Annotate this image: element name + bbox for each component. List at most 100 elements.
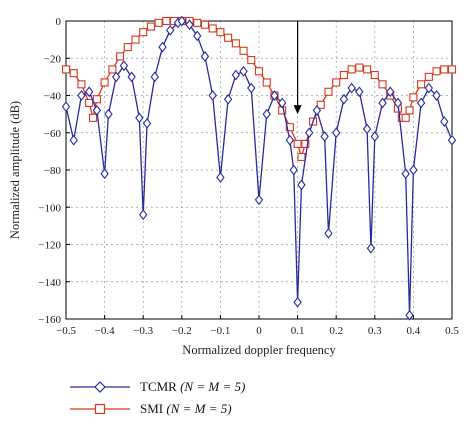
data-point-tcmr <box>424 82 434 94</box>
data-point-smi <box>424 72 433 81</box>
data-point-tcmr <box>370 131 379 142</box>
data-point-smi <box>247 56 256 65</box>
data-point-tcmr <box>405 309 414 321</box>
data-point-tcmr <box>366 242 376 254</box>
y-tick-label: 0 <box>56 16 62 28</box>
y-tick-label: −60 <box>44 128 62 140</box>
data-point-smi <box>69 69 78 78</box>
data-point-tcmr <box>158 41 167 53</box>
arrow-head <box>293 105 302 115</box>
legend-series-name-tcmr: TCMR <box>140 379 177 394</box>
data-point-smi <box>401 113 410 122</box>
data-point-smi <box>193 18 202 27</box>
x-tick-label: 0.5 <box>445 325 459 337</box>
data-point-smi <box>432 67 441 76</box>
data-point-smi <box>92 95 101 104</box>
data-point-smi <box>409 93 418 102</box>
y-tick-label: −100 <box>38 202 61 214</box>
data-point-smi <box>285 123 294 132</box>
data-point-smi <box>200 20 210 29</box>
x-tick-label: −0.4 <box>95 325 115 337</box>
data-point-smi <box>347 65 356 74</box>
data-point-tcmr <box>247 82 256 94</box>
data-point-smi <box>154 18 163 27</box>
data-point-tcmr <box>231 69 241 81</box>
data-point-tcmr <box>332 127 341 139</box>
y-tick-label: −160 <box>38 314 61 326</box>
data-point-smi <box>100 78 109 87</box>
data-point-tcmr <box>77 90 86 101</box>
data-point-tcmr <box>239 65 248 77</box>
data-point-tcmr <box>142 118 152 129</box>
legend-series-suffix-smi: (N = M = 5) <box>166 401 232 416</box>
data-point-smi <box>231 39 240 48</box>
data-point-tcmr <box>304 127 314 139</box>
y-axis-ticks: 0 −20 −40 −60 −80 −100 −120 −140 −160 <box>38 16 70 326</box>
data-point-tcmr <box>347 82 356 94</box>
data-point-tcmr <box>100 168 109 180</box>
series-layer <box>61 15 457 321</box>
x-tick-label: 0.4 <box>407 325 421 337</box>
data-point-smi <box>316 100 325 109</box>
data-point-tcmr <box>166 24 175 36</box>
data-point-smi <box>370 70 379 80</box>
data-point-tcmr <box>216 172 225 183</box>
data-point-smi <box>297 152 306 162</box>
legend-label-smi: SMI (N = M = 5) <box>140 401 232 417</box>
data-point-tcmr <box>432 90 441 101</box>
data-point-tcmr <box>416 97 426 109</box>
data-point-smi <box>254 67 264 76</box>
data-point-smi <box>85 98 94 107</box>
data-point-tcmr <box>223 93 233 105</box>
data-point-smi <box>77 80 86 89</box>
data-point-tcmr <box>409 164 418 176</box>
data-point-tcmr <box>177 15 186 27</box>
x-tick-label: 0.2 <box>329 325 343 337</box>
data-point-tcmr <box>440 116 449 127</box>
data-point-tcmr <box>119 60 129 72</box>
data-point-tcmr <box>135 112 144 124</box>
data-point-smi <box>417 80 426 89</box>
data-point-smi <box>378 80 387 89</box>
data-point-smi <box>216 28 225 37</box>
data-point-tcmr <box>297 179 306 191</box>
data-point-smi <box>146 22 155 31</box>
data-point-tcmr <box>185 19 194 31</box>
data-point-tcmr <box>61 101 71 113</box>
data-point-tcmr <box>293 296 302 308</box>
legend-series-suffix-tcmr: (N = M = 5) <box>180 379 246 394</box>
data-point-smi <box>324 87 333 96</box>
y-axis-label: Normalized amplitude (dB) <box>8 101 22 239</box>
x-tick-label: −0.2 <box>172 325 192 337</box>
legend: TCMR (N = M = 5) SMI (N = M = 5) <box>68 376 368 420</box>
legend-label-tcmr: TCMR (N = M = 5) <box>140 379 245 395</box>
annotation-arrow <box>293 21 302 115</box>
legend-item-smi: SMI (N = M = 5) <box>68 398 368 420</box>
x-tick-label: −0.5 <box>56 325 76 337</box>
data-point-smi <box>405 106 414 115</box>
data-point-tcmr <box>289 164 298 176</box>
x-tick-label: −0.1 <box>210 325 230 337</box>
x-tick-label: 0.1 <box>291 325 305 337</box>
series-smi <box>61 16 457 162</box>
data-point-smi <box>123 43 132 52</box>
data-point-tcmr <box>69 134 78 146</box>
data-point-tcmr <box>393 97 403 109</box>
y-tick-label: −80 <box>44 165 62 177</box>
data-point-smi <box>293 139 302 148</box>
data-point-smi <box>440 65 449 74</box>
legend-swatch-smi <box>70 403 130 415</box>
data-point-tcmr <box>312 105 322 116</box>
data-point-tcmr <box>139 209 148 221</box>
data-point-tcmr <box>277 97 287 109</box>
data-point-tcmr <box>208 90 217 101</box>
data-point-tcmr <box>111 71 121 83</box>
y-tick-label: −140 <box>38 277 61 289</box>
legend-series-name-smi: SMI <box>140 401 164 416</box>
data-point-tcmr <box>339 93 349 105</box>
y-tick-label: −40 <box>44 91 62 103</box>
data-point-smi <box>139 28 148 37</box>
x-axis-label: Normalized doppler frequency <box>182 343 336 357</box>
data-point-tcmr <box>324 227 333 239</box>
